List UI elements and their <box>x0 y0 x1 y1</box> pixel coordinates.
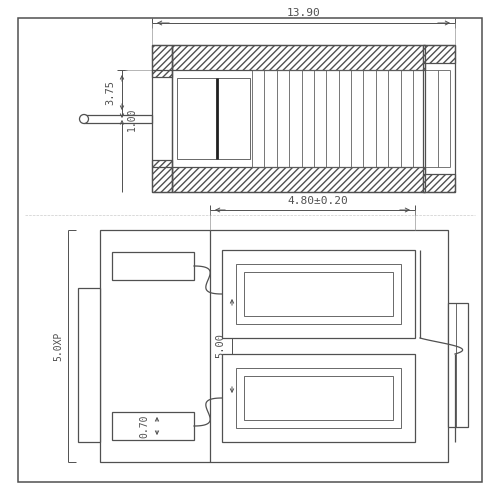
Bar <box>222 354 415 442</box>
Text: 3.75: 3.75 <box>105 80 115 105</box>
Bar <box>112 412 194 440</box>
Bar <box>172 167 425 192</box>
Text: 5.0XP: 5.0XP <box>53 332 63 360</box>
Text: 1.00: 1.00 <box>127 108 137 130</box>
Bar <box>244 272 393 316</box>
Bar <box>236 368 401 428</box>
Text: 13.90: 13.90 <box>286 8 320 18</box>
Bar <box>177 78 250 159</box>
Bar <box>152 45 172 77</box>
Bar <box>152 45 172 192</box>
Bar <box>423 45 455 63</box>
Bar <box>152 160 172 192</box>
Bar <box>222 250 415 338</box>
Bar <box>423 45 455 192</box>
Bar <box>236 264 401 324</box>
Bar <box>172 45 425 192</box>
Text: 0.70: 0.70 <box>139 414 149 438</box>
Bar <box>172 45 425 70</box>
Bar <box>100 230 448 462</box>
Bar <box>78 288 100 442</box>
Bar <box>112 252 194 280</box>
Bar <box>423 174 455 192</box>
Text: 5.00: 5.00 <box>215 334 225 358</box>
Bar <box>244 376 393 420</box>
Text: 4.80±0.20: 4.80±0.20 <box>287 196 348 206</box>
Circle shape <box>80 114 88 124</box>
Bar <box>84 115 152 123</box>
Bar <box>448 303 468 427</box>
